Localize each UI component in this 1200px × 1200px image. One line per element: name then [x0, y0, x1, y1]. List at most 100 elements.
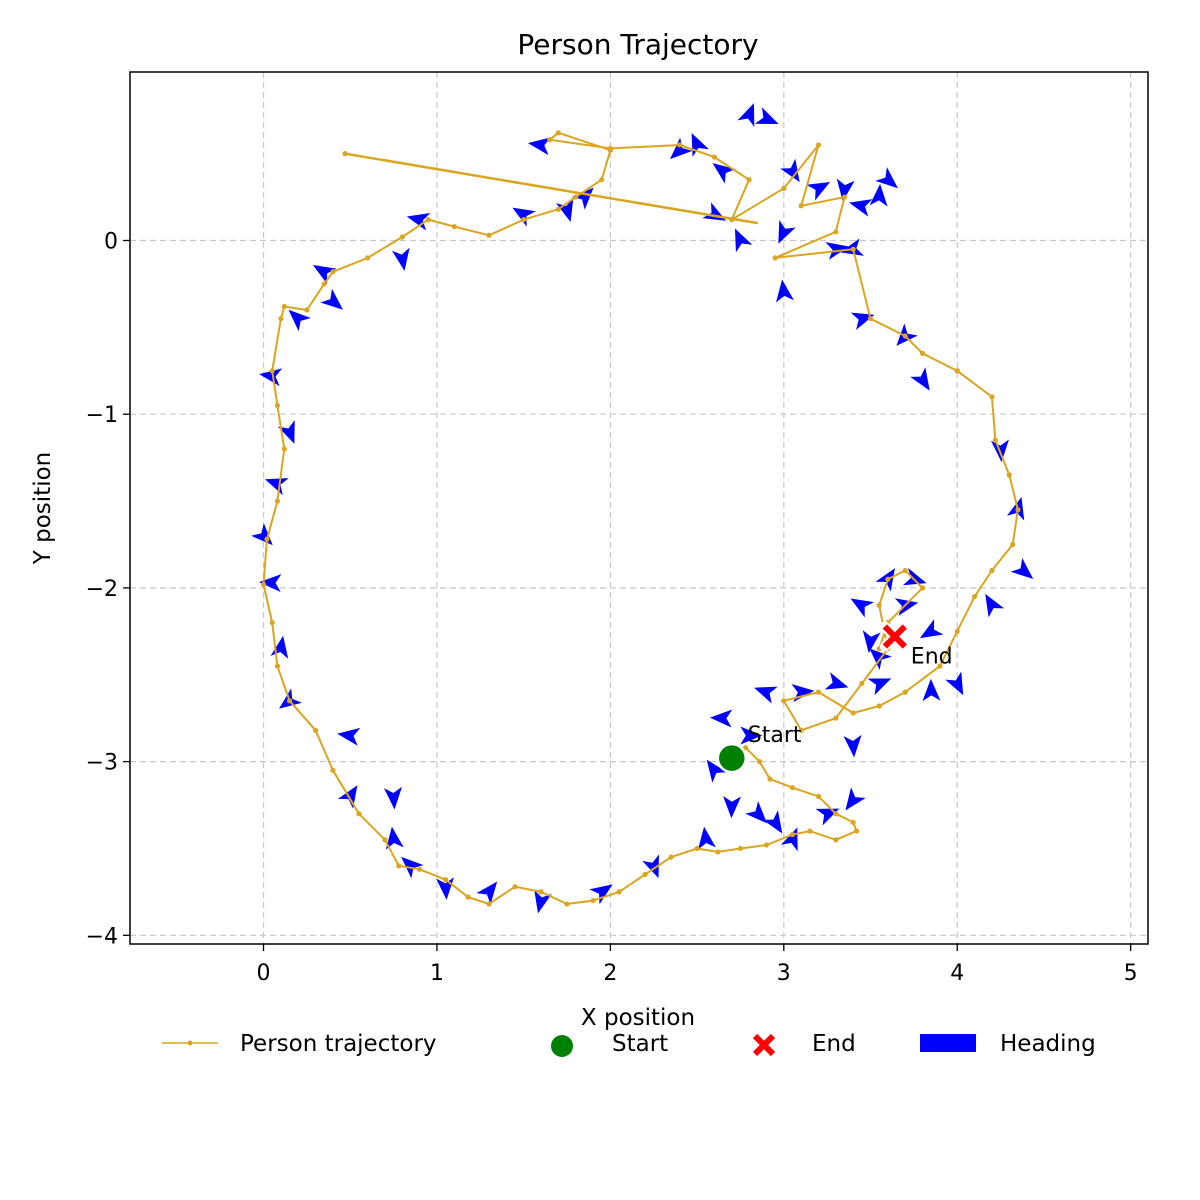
trajectory-point [564, 901, 570, 907]
heading-arrow [902, 568, 927, 586]
trajectory-point [885, 576, 891, 582]
trajectory-point [850, 246, 856, 252]
heading-arrow [556, 198, 574, 222]
trajectory-point [737, 845, 744, 852]
trajectory-point [789, 831, 796, 838]
heading-arrow [385, 826, 404, 850]
heading-arrow [737, 103, 755, 127]
trajectory-point [486, 232, 492, 238]
trajectory-point [356, 811, 362, 817]
heading-arrow [985, 593, 1005, 618]
heading-arrow [571, 187, 594, 210]
heading-arrow [745, 801, 767, 824]
heading-arrow [776, 279, 794, 303]
trajectory-point [850, 710, 856, 716]
trajectory-point [465, 894, 471, 900]
trajectory-point [815, 793, 822, 799]
end-marker-stroke [882, 624, 907, 649]
trajectory-point [382, 837, 388, 843]
heading-arrow [259, 368, 283, 387]
heading-arrow [476, 881, 498, 905]
trajectory-point [274, 402, 281, 409]
trajectory-point [599, 177, 605, 183]
heading-arrow [845, 787, 866, 811]
heading-arrow [836, 178, 855, 202]
trajectory-point [992, 437, 998, 443]
trajectory-point [902, 689, 908, 695]
heading-arrow [910, 367, 930, 391]
plot-frame [129, 71, 1149, 945]
heading-arrow [723, 795, 742, 819]
heading-arrow [919, 619, 944, 639]
trajectory-point [711, 154, 718, 160]
trajectory-point [772, 255, 778, 261]
trajectory-point [798, 203, 804, 209]
trajectory-outlier-segment [344, 152, 759, 225]
heading-arrow [277, 420, 295, 444]
heading-arrow [320, 288, 344, 310]
heading-arrow [867, 678, 892, 696]
heading-arrow [862, 630, 881, 654]
trajectory-point [989, 567, 995, 574]
legend-trajectory-label: Person trajectory [240, 1031, 437, 1057]
trajectory-point [281, 303, 287, 310]
trajectory-point [798, 727, 804, 733]
trajectory-point [396, 863, 402, 869]
trajectory-point [833, 715, 839, 721]
y-tick-label: −1 [86, 403, 118, 428]
trajectory-point [1010, 541, 1016, 548]
trajectory-point [715, 849, 721, 855]
heading-arrow [754, 107, 779, 125]
trajectory-point [304, 307, 310, 313]
trajectory-point [521, 217, 527, 223]
heading-arrow [709, 709, 733, 728]
heading-arrow [264, 478, 289, 496]
end-annotation: End [911, 645, 953, 670]
heading-arrow [778, 220, 796, 244]
trajectory-point [902, 333, 908, 339]
heading-arrow [706, 759, 727, 783]
trajectory-point [867, 316, 874, 322]
legend-start-swatch [551, 1035, 573, 1057]
trajectory-point [321, 281, 327, 287]
trajectory-point [607, 145, 613, 152]
trajectory-point [756, 759, 763, 765]
heading-arrow [384, 786, 402, 810]
heading-arrow [527, 137, 551, 156]
heading-arrow [843, 734, 862, 758]
heading-arrow [697, 826, 716, 850]
trajectory-point [278, 316, 284, 322]
heading-arrow [850, 312, 875, 330]
trajectory-point [555, 130, 561, 136]
legend-start-label: Start [612, 1031, 668, 1057]
heading-arrow [849, 199, 873, 217]
trajectory-point [330, 269, 336, 275]
y-tick-label: −3 [86, 751, 118, 776]
trajectory-point [807, 828, 813, 834]
trajectory-point [281, 446, 287, 452]
chart-title: Person Trajectory [517, 28, 758, 61]
trajectory-point [850, 819, 856, 826]
x-tick-label: 4 [950, 961, 964, 986]
y-axis-label: Y position [30, 452, 56, 565]
heading-arrow [1010, 557, 1034, 580]
trajectory-point [512, 884, 518, 890]
x-tick-label: 3 [777, 961, 791, 986]
trajectory-point [286, 698, 293, 704]
heading-arrow [850, 598, 875, 618]
trajectory-point [833, 811, 839, 817]
plot-content: Start End [250, 103, 1034, 914]
trajectory-point [902, 567, 908, 574]
legend-end-swatch [752, 1033, 776, 1057]
trajectory-point [971, 593, 978, 600]
trajectory-point [746, 177, 752, 183]
x-tick-label: 1 [430, 961, 444, 986]
heading-arrow [337, 727, 361, 746]
trajectory-point [1006, 472, 1012, 478]
heading-arrow [824, 672, 849, 690]
legend-trajectory-marker [187, 1040, 193, 1046]
legend-end-label: End [812, 1031, 856, 1057]
heading-arrow [762, 810, 783, 834]
